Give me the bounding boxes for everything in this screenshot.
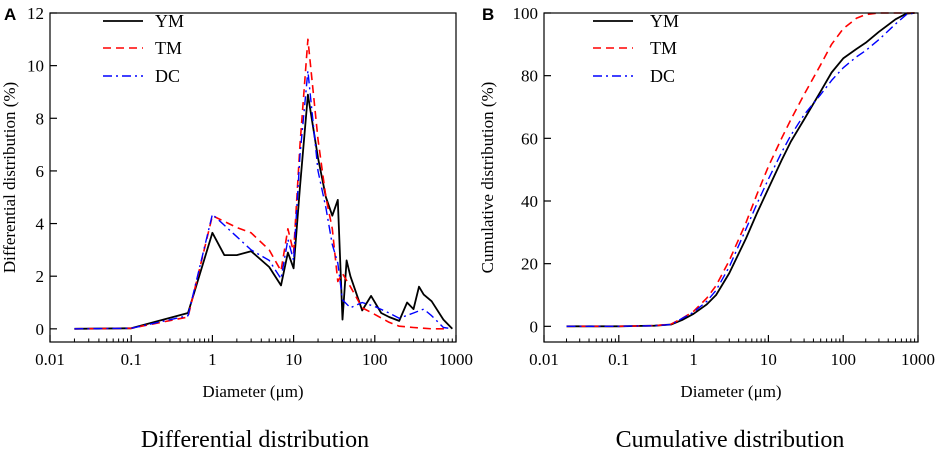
legend-label-tm: TM xyxy=(650,38,677,58)
series-line-ym xyxy=(566,12,915,328)
y-tick-label: 6 xyxy=(36,162,45,181)
y-tick-label: 40 xyxy=(521,192,538,211)
legend-label-dc: DC xyxy=(155,66,180,86)
x-tick-label: 1000 xyxy=(901,350,935,369)
x-tick-label: 0.1 xyxy=(121,350,142,369)
series-line-tm xyxy=(74,38,449,330)
x-tick-label: 1 xyxy=(689,350,698,369)
panel-letter: B xyxy=(482,5,494,24)
x-tick-label: 10 xyxy=(285,350,302,369)
panel-letter: A xyxy=(4,5,16,24)
plot-frame xyxy=(543,12,919,343)
y-axis-title: Differential distribution (%) xyxy=(0,82,19,273)
x-tick-label: 100 xyxy=(362,350,388,369)
chart-panel-a: A 0.01 0.1 1 10 100 1000 0 2 4 6 8 10 12 Diameter (μm)… xyxy=(0,4,473,453)
plot-frame xyxy=(49,12,457,343)
x-axis-title: Diameter (μm) xyxy=(202,382,303,401)
x-tick-label: 100 xyxy=(830,350,856,369)
x-tick-label: 0.01 xyxy=(529,350,559,369)
legend-label-ym: YM xyxy=(650,11,679,31)
y-tick-label: 4 xyxy=(36,215,45,234)
series-line-dc xyxy=(74,70,453,330)
legend-label-ym: YM xyxy=(155,11,184,31)
x-tick-label: 0.1 xyxy=(608,350,629,369)
y-tick-label: 12 xyxy=(27,4,44,23)
y-tick-label: 0 xyxy=(530,317,539,336)
legend-label-dc: DC xyxy=(650,66,675,86)
chart-caption: Cumulative distribution xyxy=(616,427,845,453)
legend-label-tm: TM xyxy=(155,38,182,58)
series-line-ym xyxy=(74,93,453,330)
y-tick-label: 60 xyxy=(521,129,538,148)
y-tick-label: 100 xyxy=(513,4,539,23)
series-line-dc xyxy=(566,12,915,327)
x-tick-label: 0.01 xyxy=(35,350,65,369)
legend: YM TM DC xyxy=(593,11,679,86)
y-tick-label: 20 xyxy=(521,255,538,274)
y-axis-title: Cumulative distribution (%) xyxy=(478,82,497,274)
chart-panel-b: B 0.01 0.1 1 10 100 1000 0 20 40 60 80 100 Diameter (… xyxy=(478,4,935,453)
x-tick-label: 1 xyxy=(208,350,217,369)
x-tick-label: 10 xyxy=(760,350,777,369)
series-line-tm xyxy=(566,12,915,328)
y-tick-label: 80 xyxy=(521,67,538,86)
x-axis-title: Diameter (μm) xyxy=(680,382,781,401)
chart-caption: Differential distribution xyxy=(141,427,369,453)
y-tick-label: 10 xyxy=(27,57,44,76)
y-tick-label: 0 xyxy=(36,320,45,339)
legend: YM TM DC xyxy=(103,11,184,86)
y-tick-label: 8 xyxy=(36,109,45,128)
y-tick-label: 2 xyxy=(36,267,45,286)
x-tick-label: 1000 xyxy=(439,350,473,369)
